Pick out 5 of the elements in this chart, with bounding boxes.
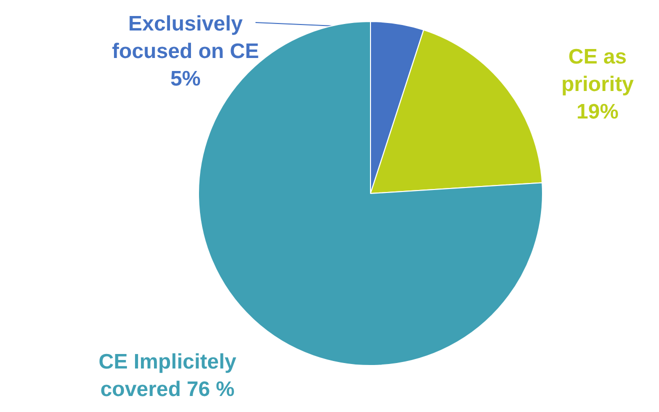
data-label: 19% <box>576 100 619 124</box>
data-label: 5% <box>170 68 202 91</box>
slice-label: CE as priority <box>561 46 634 96</box>
slice-label: CE Implicitely covered 76 % <box>98 350 237 402</box>
slice-label: Exclusively focused on CE <box>112 12 260 64</box>
